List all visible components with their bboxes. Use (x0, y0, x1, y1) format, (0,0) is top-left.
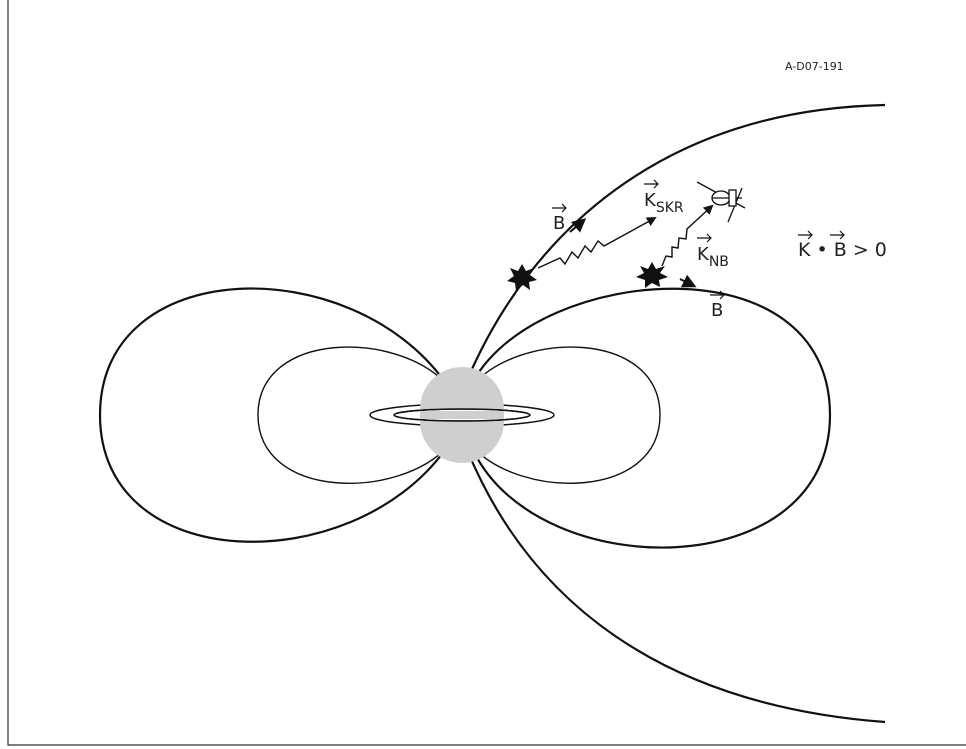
b-arrow (569, 218, 587, 233)
label-text: KSKR (644, 190, 684, 216)
field-line (98, 287, 446, 543)
k-nb-vector (661, 204, 714, 267)
equation-text: K • B > 0 (798, 239, 887, 261)
label-text: B (553, 213, 565, 234)
open-field-line (466, 103, 886, 379)
equation-part: K (798, 239, 811, 261)
open-field-line (466, 451, 886, 724)
planet (420, 421, 504, 463)
field-line (257, 346, 449, 484)
k-skr-label: KSKR (644, 179, 684, 216)
planet (420, 367, 504, 409)
spacecraft (696, 181, 746, 223)
source-region (636, 262, 668, 288)
equation-part: B (834, 239, 847, 261)
b-closed-label: B (710, 290, 725, 321)
equation-part: • (810, 239, 833, 261)
label-base: K (644, 190, 657, 211)
source-region (507, 264, 537, 291)
label-base: K (697, 244, 710, 265)
equation-part: > 0 (847, 239, 887, 261)
label-text: B (711, 300, 723, 321)
ring (393, 408, 531, 422)
equation: K • B > 0 (798, 230, 887, 261)
b-arrow (679, 274, 697, 288)
field-line (471, 346, 661, 484)
label-sub: NB (709, 254, 729, 270)
planet (420, 411, 504, 419)
frame (7, 0, 966, 746)
k-skr-vector (537, 217, 657, 269)
k-nb-label: KNB (697, 233, 729, 270)
label-text: KNB (697, 244, 729, 270)
field-line (473, 287, 832, 549)
label-sub: SKR (656, 200, 684, 216)
b-open-label: B (552, 203, 567, 234)
figure-id: A-D07-191 (785, 60, 844, 73)
